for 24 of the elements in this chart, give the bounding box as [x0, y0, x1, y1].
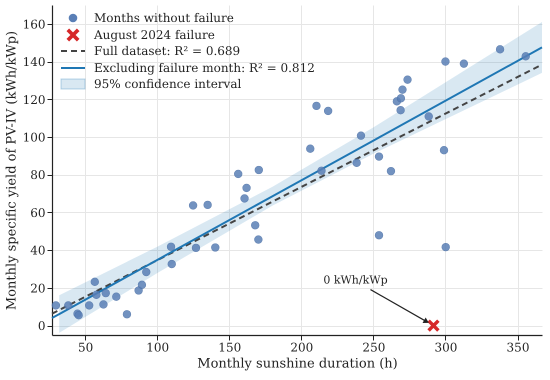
legend-label: August 2024 failure: [94, 26, 215, 43]
y-tick-label: 40: [30, 244, 46, 258]
annotation: 0 kWh/kWp: [323, 274, 388, 287]
x-axis-title: Monthly sunshine duration (h): [197, 356, 398, 372]
y-tick-label: 80: [30, 168, 46, 182]
y-tick-label: 140: [22, 55, 46, 70]
x-tick-label: 150: [218, 340, 242, 354]
legend-label: Months without failure: [94, 10, 234, 26]
x-tick-label: 300: [434, 340, 458, 354]
y-tick-label: 160: [22, 17, 46, 32]
y-tick-label: 60: [30, 206, 46, 220]
x-tick-label: 200: [290, 340, 314, 354]
legend-label: Excluding failure month: R² = 0.812: [94, 60, 315, 76]
y-tick-label: 20: [30, 281, 46, 296]
x-tick-label: 100: [146, 340, 170, 354]
y-tick-label: 120: [22, 92, 46, 107]
y-axis-title: Monthly specific yield of PV-IV (kWh/kWp): [4, 30, 20, 310]
x-tick-label: 350: [506, 340, 530, 354]
x-tick-label: 250: [362, 340, 386, 354]
x-tick-label: 50: [78, 340, 94, 354]
annotation: 95% confidence interval: [94, 76, 242, 92]
y-tick-label: 0: [38, 319, 46, 334]
y-tick-label: 100: [22, 130, 46, 144]
legend-label: Full dataset: R² = 0.689: [94, 43, 240, 60]
